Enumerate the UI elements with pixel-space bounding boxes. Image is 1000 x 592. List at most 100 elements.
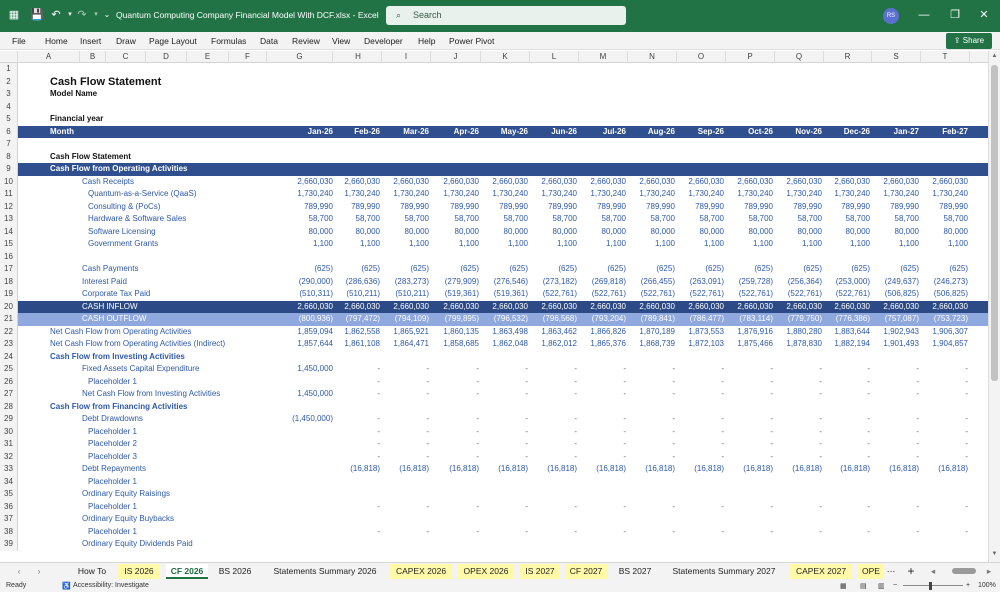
value-cell[interactable]: - bbox=[525, 426, 528, 436]
value-cell[interactable]: (506,825) bbox=[933, 289, 968, 298]
horizontal-scroll-thumb[interactable] bbox=[952, 568, 976, 574]
value-cell[interactable]: (510,311) bbox=[299, 289, 333, 298]
row-number[interactable]: 22 bbox=[0, 325, 18, 338]
column-header-l[interactable]: L bbox=[530, 51, 579, 63]
value-cell[interactable]: 789,990 bbox=[695, 201, 724, 211]
value-cell[interactable]: 789,990 bbox=[548, 201, 577, 211]
column-header-g[interactable]: G bbox=[267, 51, 333, 63]
value-cell[interactable]: (269,818) bbox=[591, 276, 626, 286]
value-cell[interactable]: (625) bbox=[803, 264, 822, 273]
value-cell[interactable]: - bbox=[574, 364, 577, 373]
quick-access-more-icon[interactable]: ⌄ bbox=[103, 10, 111, 19]
value-cell[interactable]: - bbox=[867, 426, 870, 436]
value-cell[interactable]: (522,761) bbox=[542, 289, 577, 298]
value-cell[interactable]: - bbox=[965, 501, 968, 511]
value-cell[interactable]: 2,660,030 bbox=[786, 176, 822, 186]
value-cell[interactable]: (506,825) bbox=[884, 289, 919, 298]
value-cell[interactable]: - bbox=[965, 389, 968, 398]
value-cell[interactable]: - bbox=[770, 439, 773, 448]
column-header-m[interactable]: M bbox=[579, 51, 628, 63]
row-number[interactable]: 12 bbox=[0, 200, 18, 213]
row-number[interactable]: 20 bbox=[0, 300, 18, 313]
value-cell[interactable]: - bbox=[525, 501, 528, 511]
value-cell[interactable]: - bbox=[721, 439, 724, 448]
column-header-i[interactable]: I bbox=[382, 51, 431, 63]
value-cell[interactable] bbox=[286, 463, 333, 476]
menu-home[interactable]: Home bbox=[45, 36, 68, 46]
value-cell[interactable]: - bbox=[916, 526, 919, 536]
column-header-b[interactable]: B bbox=[80, 51, 106, 63]
value-cell[interactable]: - bbox=[623, 526, 626, 536]
column-header-n[interactable]: N bbox=[628, 51, 677, 63]
value-cell[interactable]: 1,730,240 bbox=[393, 189, 429, 198]
value-cell[interactable]: - bbox=[770, 376, 773, 386]
value-cell[interactable]: - bbox=[916, 426, 919, 436]
value-cell[interactable]: 1,100 bbox=[359, 239, 380, 248]
value-cell[interactable]: - bbox=[721, 389, 724, 398]
column-header-c[interactable]: C bbox=[106, 51, 146, 63]
value-cell[interactable]: - bbox=[426, 376, 429, 386]
value-cell[interactable]: (266,455) bbox=[640, 276, 675, 286]
close-icon[interactable]: ✕ bbox=[979, 9, 989, 21]
value-cell[interactable]: 1,100 bbox=[801, 239, 822, 248]
value-cell[interactable]: 80,000 bbox=[748, 226, 773, 236]
value-cell[interactable]: - bbox=[867, 376, 870, 386]
value-cell[interactable]: - bbox=[574, 414, 577, 423]
value-cell[interactable]: 80,000 bbox=[355, 226, 380, 236]
value-cell[interactable]: - bbox=[965, 426, 968, 436]
value-cell[interactable]: (522,761) bbox=[787, 289, 822, 298]
value-cell[interactable]: 1,866,826 bbox=[590, 326, 626, 336]
value-cell[interactable]: - bbox=[721, 451, 724, 461]
value-cell[interactable]: (783,114) bbox=[739, 314, 773, 323]
tab-scroll-left-icon[interactable]: ‹ bbox=[17, 566, 21, 576]
row-number[interactable]: 7 bbox=[0, 138, 18, 151]
value-cell[interactable]: 1,100 bbox=[703, 239, 724, 248]
column-header-s[interactable]: S bbox=[872, 51, 921, 63]
value-cell[interactable]: (625) bbox=[410, 264, 429, 273]
row-number[interactable]: 33 bbox=[0, 463, 18, 476]
value-cell[interactable]: - bbox=[623, 376, 626, 386]
value-cell[interactable]: - bbox=[965, 451, 968, 461]
zoom-level[interactable]: 100% bbox=[978, 582, 996, 589]
value-cell[interactable]: - bbox=[819, 426, 822, 436]
search-box[interactable]: ⌕ Search bbox=[386, 6, 626, 25]
value-cell[interactable]: - bbox=[770, 414, 773, 423]
column-header-j[interactable]: J bbox=[431, 51, 481, 63]
value-cell[interactable]: - bbox=[819, 389, 822, 398]
column-header-q[interactable]: Q bbox=[775, 51, 824, 63]
value-cell[interactable]: 1,872,103 bbox=[688, 339, 724, 348]
add-sheet-icon[interactable]: + bbox=[907, 564, 915, 578]
value-cell[interactable]: - bbox=[377, 364, 380, 373]
value-cell[interactable]: - bbox=[426, 414, 429, 423]
row-number[interactable]: 25 bbox=[0, 363, 18, 376]
value-cell[interactable]: - bbox=[623, 389, 626, 398]
row-number[interactable]: 4 bbox=[0, 100, 18, 113]
value-cell[interactable]: - bbox=[672, 526, 675, 536]
more-sheets-icon[interactable]: ⋯ bbox=[886, 566, 896, 576]
value-cell[interactable]: (16,818) bbox=[840, 464, 870, 473]
row-number[interactable]: 39 bbox=[0, 538, 18, 551]
value-cell[interactable]: (16,818) bbox=[399, 464, 429, 473]
value-cell[interactable]: - bbox=[672, 414, 675, 423]
value-cell[interactable]: 2,660,030 bbox=[393, 176, 429, 186]
value-cell[interactable]: 80,000 bbox=[943, 226, 968, 236]
value-cell[interactable]: - bbox=[623, 439, 626, 448]
value-cell[interactable]: (796,532) bbox=[493, 314, 528, 323]
value-cell[interactable]: - bbox=[426, 389, 429, 398]
value-cell[interactable]: 1,730,240 bbox=[541, 189, 577, 198]
value-cell[interactable]: 58,700 bbox=[748, 214, 773, 223]
value-cell[interactable]: - bbox=[574, 526, 577, 536]
value-cell[interactable]: - bbox=[476, 451, 479, 461]
sheet-tab-opex-2026[interactable]: OPEX 2026 bbox=[458, 564, 514, 579]
value-cell[interactable]: 2,660,030 bbox=[492, 176, 528, 186]
value-cell[interactable]: - bbox=[377, 451, 380, 461]
sheet-tab-is-2026[interactable]: IS 2026 bbox=[118, 564, 160, 579]
value-cell[interactable]: 1,100 bbox=[654, 239, 675, 248]
value-cell[interactable]: 2,660,030 bbox=[639, 301, 675, 311]
value-cell[interactable]: 2,660,030 bbox=[932, 176, 968, 186]
value-cell[interactable]: 58,700 bbox=[404, 214, 429, 223]
value-cell[interactable]: - bbox=[426, 426, 429, 436]
value-cell[interactable]: (263,091) bbox=[689, 276, 724, 286]
row-number[interactable]: 15 bbox=[0, 238, 18, 251]
row-number[interactable]: 24 bbox=[0, 350, 18, 363]
